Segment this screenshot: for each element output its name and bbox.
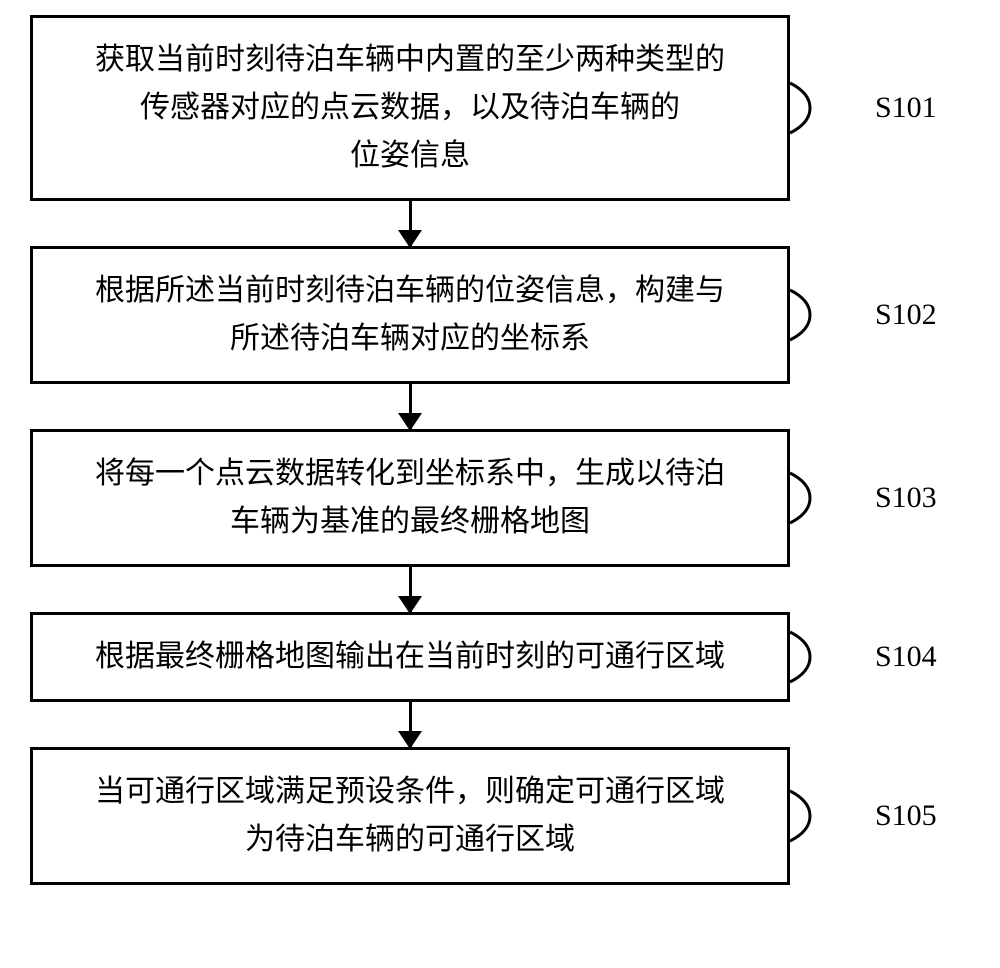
step-label: S105 — [875, 799, 937, 833]
step-label: S104 — [875, 640, 937, 674]
connector-bracket-icon — [785, 627, 825, 687]
flowchart-container: 获取当前时刻待泊车辆中内置的至少两种类型的传感器对应的点云数据，以及待泊车辆的位… — [30, 15, 970, 885]
arrow-down-icon — [409, 201, 412, 246]
arrow-down-icon — [409, 384, 412, 429]
arrow-connector — [30, 567, 790, 612]
step-box: 当可通行区域满足预设条件，则确定可通行区域为待泊车辆的可通行区域 — [30, 747, 790, 885]
step-text-line: 车辆为基准的最终栅格地图 — [53, 498, 767, 546]
connector-bracket-icon — [785, 78, 825, 138]
step-text-line: 根据最终栅格地图输出在当前时刻的可通行区域 — [53, 633, 767, 681]
step-text-line: 传感器对应的点云数据，以及待泊车辆的 — [53, 84, 767, 132]
step-box: 根据所述当前时刻待泊车辆的位姿信息，构建与所述待泊车辆对应的坐标系 — [30, 246, 790, 384]
step-label: S103 — [875, 481, 937, 515]
step-text-line: 所述待泊车辆对应的坐标系 — [53, 315, 767, 363]
arrow-connector — [30, 384, 790, 429]
step-box: 根据最终栅格地图输出在当前时刻的可通行区域 — [30, 612, 790, 702]
step-text-line: 将每一个点云数据转化到坐标系中，生成以待泊 — [53, 450, 767, 498]
step-text-line: 为待泊车辆的可通行区域 — [53, 816, 767, 864]
connector-bracket-icon — [785, 786, 825, 846]
step-text-line: 位姿信息 — [53, 132, 767, 180]
flowchart-step-s101: 获取当前时刻待泊车辆中内置的至少两种类型的传感器对应的点云数据，以及待泊车辆的位… — [30, 15, 970, 201]
connector-bracket-icon — [785, 285, 825, 345]
connector-bracket-icon — [785, 468, 825, 528]
flowchart-step-s102: 根据所述当前时刻待泊车辆的位姿信息，构建与所述待泊车辆对应的坐标系 S102 — [30, 246, 970, 384]
arrow-connector — [30, 201, 790, 246]
arrow-down-icon — [409, 702, 412, 747]
step-label: S101 — [875, 91, 937, 125]
arrow-connector — [30, 702, 790, 747]
step-text-line: 根据所述当前时刻待泊车辆的位姿信息，构建与 — [53, 267, 767, 315]
step-text-line: 当可通行区域满足预设条件，则确定可通行区域 — [53, 768, 767, 816]
step-text-line: 获取当前时刻待泊车辆中内置的至少两种类型的 — [53, 36, 767, 84]
flowchart-step-s105: 当可通行区域满足预设条件，则确定可通行区域为待泊车辆的可通行区域 S105 — [30, 747, 970, 885]
flowchart-step-s104: 根据最终栅格地图输出在当前时刻的可通行区域 S104 — [30, 612, 970, 702]
step-box: 获取当前时刻待泊车辆中内置的至少两种类型的传感器对应的点云数据，以及待泊车辆的位… — [30, 15, 790, 201]
step-box: 将每一个点云数据转化到坐标系中，生成以待泊车辆为基准的最终栅格地图 — [30, 429, 790, 567]
flowchart-step-s103: 将每一个点云数据转化到坐标系中，生成以待泊车辆为基准的最终栅格地图 S103 — [30, 429, 970, 567]
step-label: S102 — [875, 298, 937, 332]
arrow-down-icon — [409, 567, 412, 612]
